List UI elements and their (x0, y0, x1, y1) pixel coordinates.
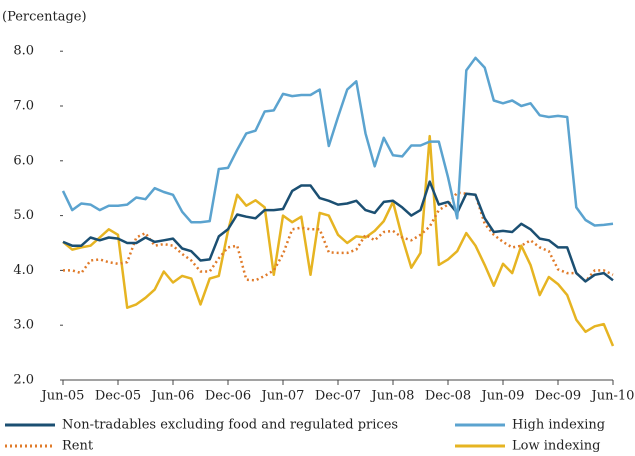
x-tick-label: Jun-10 (590, 389, 635, 404)
y-tick-label: 7.0 (13, 99, 34, 114)
y-axis-label: (Percentage) (2, 10, 87, 25)
x-tick-label: Dec-06 (205, 389, 251, 404)
legend-label: Non-tradables excluding food and regulat… (62, 418, 398, 433)
y-tick-label: 2.0 (13, 373, 34, 388)
legend-label: High indexing (512, 418, 605, 433)
x-tick-label: Dec-07 (315, 389, 361, 404)
y-tick-label: 3.0 (13, 318, 34, 333)
y-tick-label: 6.0 (13, 153, 34, 168)
series-line (63, 191, 614, 283)
legend-label: Low indexing (512, 439, 600, 454)
x-tick-label: Jun-08 (370, 389, 415, 404)
legend-label: Rent (62, 439, 94, 454)
x-tick-label: Dec-05 (95, 389, 141, 404)
x-tick-label: Dec-09 (535, 389, 581, 404)
y-tick-label: 8.0 (13, 44, 34, 59)
x-tick-label: Jun-06 (150, 389, 195, 404)
series-line (62, 180, 614, 283)
y-tick-label: 5.0 (13, 208, 34, 223)
series-line (61, 56, 614, 227)
y-tick-label: 4.0 (13, 263, 34, 278)
x-tick-label: Dec-08 (425, 389, 471, 404)
series-line (62, 134, 615, 347)
x-tick-label: Jun-09 (480, 389, 525, 404)
x-tick-label: Jun-05 (40, 389, 85, 404)
x-tick-label: Jun-07 (260, 389, 305, 404)
